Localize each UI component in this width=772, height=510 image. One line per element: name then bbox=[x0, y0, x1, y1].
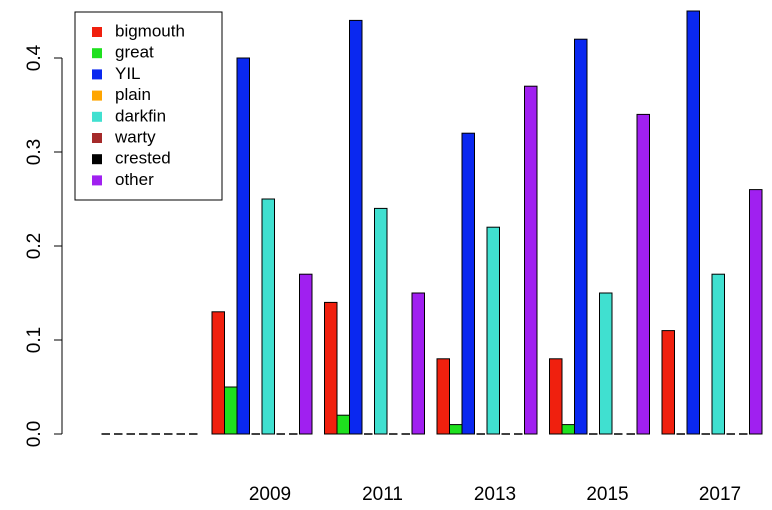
legend-label: bigmouth bbox=[115, 21, 185, 40]
x-tick-label: 2013 bbox=[474, 484, 516, 505]
legend-swatch bbox=[92, 69, 102, 80]
bar bbox=[749, 189, 763, 435]
bar bbox=[636, 113, 650, 435]
y-tick-label: 0.1 bbox=[24, 327, 45, 353]
bar bbox=[436, 358, 450, 435]
bar bbox=[449, 424, 463, 435]
legend-swatch bbox=[92, 154, 102, 165]
legend-swatch bbox=[92, 175, 102, 186]
y-tick-label: 0.3 bbox=[24, 139, 45, 165]
bar bbox=[224, 386, 238, 435]
legend-label: great bbox=[115, 43, 154, 62]
bar bbox=[711, 273, 725, 435]
legend-label: plain bbox=[115, 85, 151, 104]
legend-swatch bbox=[92, 27, 102, 37]
x-tick-label: 2015 bbox=[586, 484, 628, 505]
legend-label: warty bbox=[114, 127, 156, 146]
legend-swatch bbox=[92, 90, 102, 101]
legend-label: darkfin bbox=[115, 106, 166, 125]
bar bbox=[411, 292, 425, 435]
y-tick-label: 0.4 bbox=[24, 44, 45, 71]
legend-box bbox=[74, 11, 223, 201]
legend-label: crested bbox=[115, 149, 171, 168]
bar bbox=[299, 273, 313, 435]
legend: bigmouth great YIL plain darkfin warty crested… bbox=[74, 11, 223, 201]
legend-swatch bbox=[92, 111, 102, 122]
bar bbox=[524, 85, 538, 435]
bar bbox=[336, 414, 350, 435]
bar bbox=[549, 358, 563, 435]
bar bbox=[324, 301, 338, 435]
bar bbox=[261, 198, 275, 435]
legend-label: other bbox=[115, 170, 154, 189]
legend-swatch bbox=[92, 133, 102, 143]
legend-label: YIL bbox=[115, 64, 141, 83]
bar bbox=[574, 38, 588, 435]
bar bbox=[461, 132, 475, 435]
bar bbox=[486, 226, 500, 435]
x-tick-label: 2011 bbox=[362, 484, 403, 505]
bar bbox=[349, 19, 363, 435]
bar bbox=[374, 207, 388, 435]
x-tick-label: 2017 bbox=[699, 484, 741, 505]
bar bbox=[686, 10, 700, 435]
bar bbox=[561, 424, 575, 435]
bar bbox=[599, 292, 613, 435]
x-tick-label: 2009 bbox=[249, 484, 291, 505]
bar bbox=[661, 330, 675, 435]
y-tick-label: 0.0 bbox=[24, 421, 45, 447]
bar bbox=[211, 311, 225, 435]
bar bbox=[236, 57, 250, 435]
y-tick-label: 0.2 bbox=[24, 233, 45, 259]
legend-swatch bbox=[92, 48, 102, 59]
